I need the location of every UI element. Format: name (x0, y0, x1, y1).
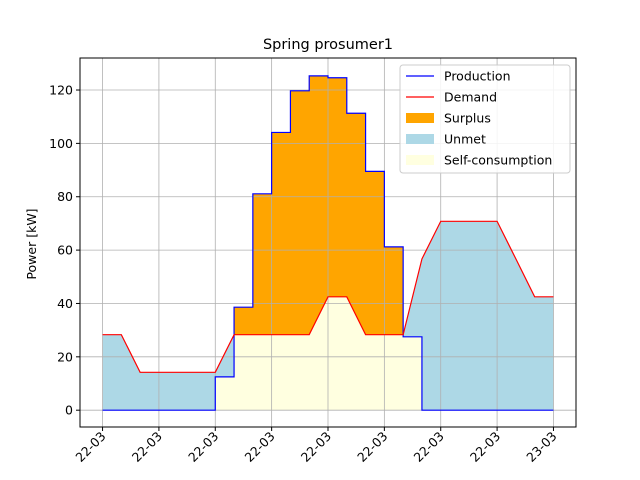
y-tick-label: 80 (57, 189, 73, 204)
y-tick-label: 100 (49, 136, 73, 151)
legend: Production Demand Surplus Unmet Self-consump… (399, 64, 571, 174)
legend-swatch (406, 113, 434, 123)
legend-box (399, 64, 571, 174)
y-axis-ticks: 0 20 40 60 80 100 120 (49, 83, 80, 418)
x-tick-label: 22-03 (298, 429, 334, 465)
y-tick-label: 60 (57, 243, 73, 258)
series-lines (102, 75, 554, 411)
chart-title: Spring prosumer1 (263, 37, 393, 53)
legend-swatch (406, 134, 434, 144)
legend-label: Surplus (444, 111, 491, 126)
legend-label: Production (444, 69, 511, 84)
x-tick-label: 22-03 (241, 429, 277, 465)
x-tick-label: 22-03 (354, 429, 390, 465)
y-tick-label: 120 (49, 83, 73, 98)
y-tick-label: 20 (57, 349, 73, 364)
demand-line (102, 220, 554, 373)
x-tick-label: 22-03 (129, 429, 165, 465)
legend-label: Unmet (444, 132, 486, 147)
x-tick-label: 22-03 (185, 429, 221, 465)
x-tick-label: 22-03 (411, 429, 447, 465)
y-axis-label: Power [kW] (24, 208, 39, 279)
x-tick-label: 22-03 (467, 429, 503, 465)
legend-label: Demand (444, 90, 497, 105)
y-tick-label: 40 (57, 296, 73, 311)
legend-label: Self-consumption (444, 153, 552, 168)
y-tick-label: 0 (65, 403, 73, 418)
x-axis-ticks: 22-03 22-03 22-03 22-03 22-03 22-03 22-03 22-03… (72, 427, 560, 465)
legend-swatch (406, 155, 434, 165)
x-tick-label: 23-03 (523, 429, 559, 465)
production-line (102, 75, 554, 411)
x-tick-label: 22-03 (72, 429, 108, 465)
